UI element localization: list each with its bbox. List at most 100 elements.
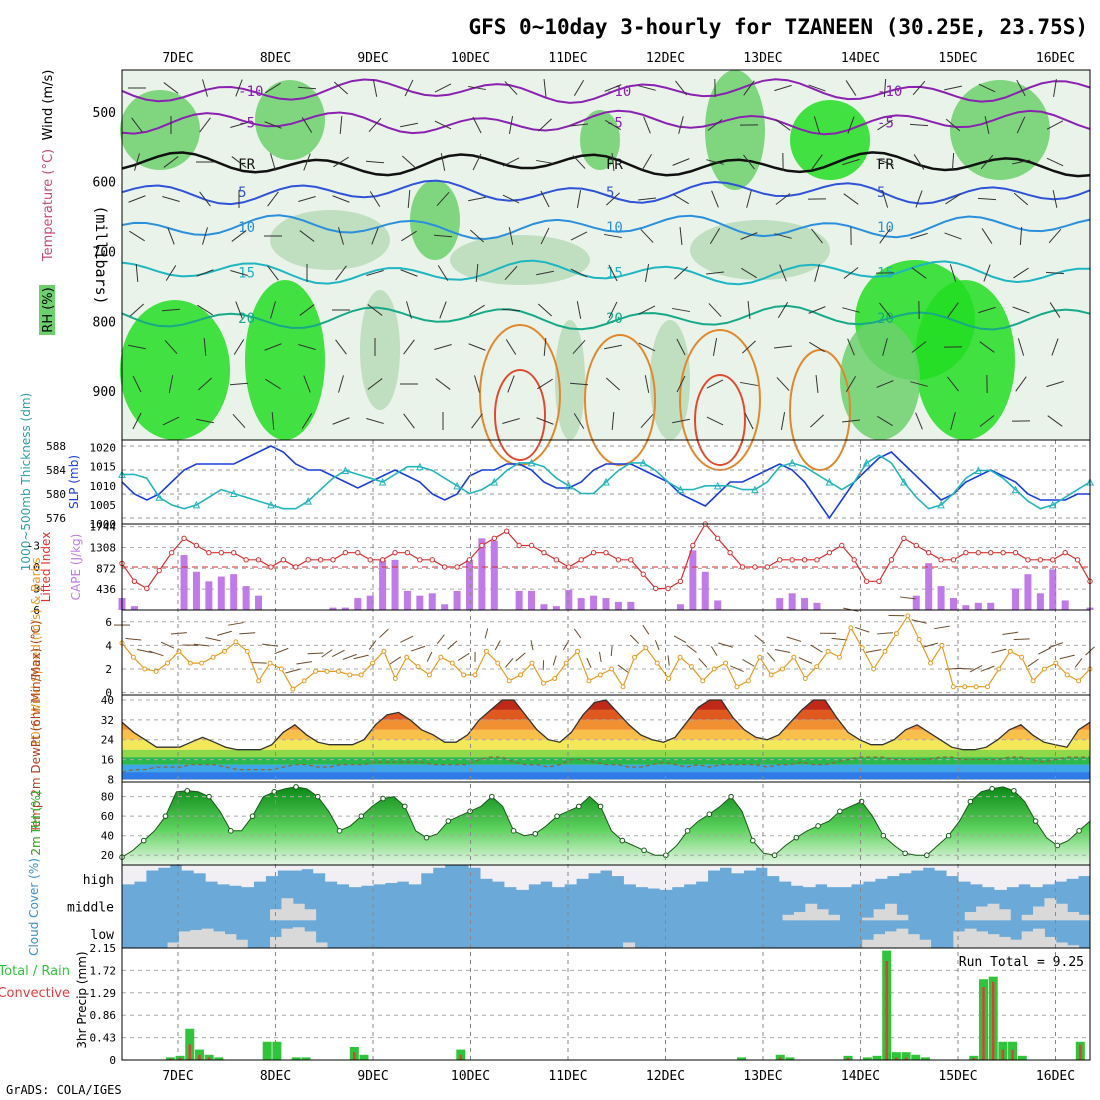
wind-barb: [264, 121, 282, 129]
slp-marker: [453, 481, 461, 490]
wind-barb: [433, 234, 453, 238]
precip-tick-label: 1.72: [90, 964, 117, 977]
cloud-cell: [816, 909, 829, 921]
wind-barb: [876, 158, 894, 166]
lifted-index-marker: [863, 578, 870, 585]
wind-barb: [163, 82, 179, 94]
rh-marker: [880, 832, 887, 839]
lifted-index-tick-label: 3: [33, 583, 40, 596]
wind-speed-marker: [324, 668, 330, 674]
wind-barb: [814, 264, 820, 282]
wind-barb: [298, 344, 316, 350]
wind-barb-10m: [1027, 658, 1039, 667]
wind-barb: [983, 264, 991, 282]
wind-barb: [1049, 302, 1061, 318]
wind-barb: [776, 377, 790, 391]
wind-barb: [196, 269, 214, 277]
precip-tick-label: 0.43: [90, 1032, 117, 1045]
cloud-cell: [1054, 865, 1067, 882]
precip-total-bar: [262, 1041, 272, 1060]
lifted-index-marker: [690, 542, 696, 549]
wind-barb: [267, 191, 279, 207]
wind-barb-10m: [400, 635, 414, 643]
wind-speed-marker: [199, 660, 205, 666]
temperature-band: [122, 700, 1090, 710]
wind-barb: [401, 230, 417, 242]
wind-barb: [371, 227, 379, 245]
rh-marker: [858, 798, 865, 805]
cape-tick-label: 872: [96, 562, 116, 575]
wind-barb-10m: [389, 656, 402, 665]
wind-barb: [128, 344, 146, 350]
cloud-cell: [987, 903, 1000, 921]
cloud-cell: [953, 931, 966, 948]
lifted-index-marker: [851, 557, 857, 563]
wind-barb: [366, 270, 384, 276]
wind-barb: [641, 154, 653, 170]
isotherm-label: -10: [238, 84, 263, 100]
date-label-bottom: 16DEC: [1036, 1069, 1075, 1084]
lifted-index-marker: [516, 542, 522, 549]
wind-barb: [882, 338, 888, 356]
cape-bar: [627, 601, 635, 610]
wind-barb: [264, 343, 282, 351]
wind-speed-marker: [1041, 666, 1047, 672]
cape-bar: [937, 586, 945, 610]
lifted-index-marker: [193, 542, 200, 549]
lifted-index-marker: [293, 564, 299, 570]
pressure-tick-label: 500: [93, 106, 116, 121]
precip-convective-bar: [178, 1057, 182, 1060]
cloud-cell: [1018, 865, 1031, 885]
wind-barb: [743, 80, 755, 96]
wind-barb: [332, 195, 350, 203]
wind-barb: [229, 382, 249, 386]
lifted-index-marker: [1000, 549, 1006, 556]
slp-marker: [639, 458, 648, 467]
wind-barb-10m: [125, 637, 142, 641]
wind-barb: [945, 193, 961, 205]
temperature-band: [122, 709, 1090, 720]
isotherm-label: 5: [238, 185, 246, 201]
wind-barb: [197, 377, 213, 391]
wind-barb: [774, 84, 792, 92]
wind-speed-marker: [495, 660, 501, 666]
wind-barb: [434, 344, 452, 350]
wind-barb-10m: [321, 649, 333, 658]
cloud-cell: [998, 936, 1011, 948]
wind-barb: [335, 339, 347, 355]
wind-speed-marker: [711, 666, 717, 672]
wind-barb: [235, 79, 243, 97]
lifted-index-marker: [901, 535, 907, 542]
cloud-cell: [976, 931, 989, 948]
rh-shading-area: [950, 80, 1050, 180]
lifted-index-marker: [590, 549, 597, 556]
wind-speed-marker: [586, 678, 592, 684]
precip-convective-bar: [207, 1057, 211, 1060]
wind-tick-label: 2: [105, 663, 112, 676]
wind-barb: [536, 159, 554, 165]
cloud-cell: [1055, 942, 1068, 948]
cloud-cell: [122, 865, 135, 885]
wind-barb: [134, 153, 140, 171]
slp-tick-label: 1020: [90, 442, 117, 455]
cloud-cell: [504, 865, 517, 888]
wind-barb: [469, 229, 485, 243]
rh-marker: [206, 793, 212, 800]
wind-speed-marker: [950, 684, 956, 690]
isotherm-label: -5: [238, 115, 255, 131]
wind-tick-label: 4: [105, 639, 112, 652]
rh-marker: [750, 837, 756, 844]
wind-barb-10m: [617, 664, 629, 673]
wind-speed-marker: [836, 654, 842, 660]
cloud-cell: [635, 865, 649, 888]
cloud-cell: [1044, 898, 1057, 921]
wind-barb-10m: [137, 648, 153, 654]
cloud-cell: [896, 928, 909, 948]
lifted-index-marker: [491, 535, 498, 542]
cape-tick-label: 1308: [90, 542, 117, 555]
wind-barb: [232, 413, 246, 429]
rh-shading-area: [270, 210, 390, 270]
lifted-index-marker: [789, 557, 795, 563]
lifted-index-marker: [888, 557, 895, 563]
